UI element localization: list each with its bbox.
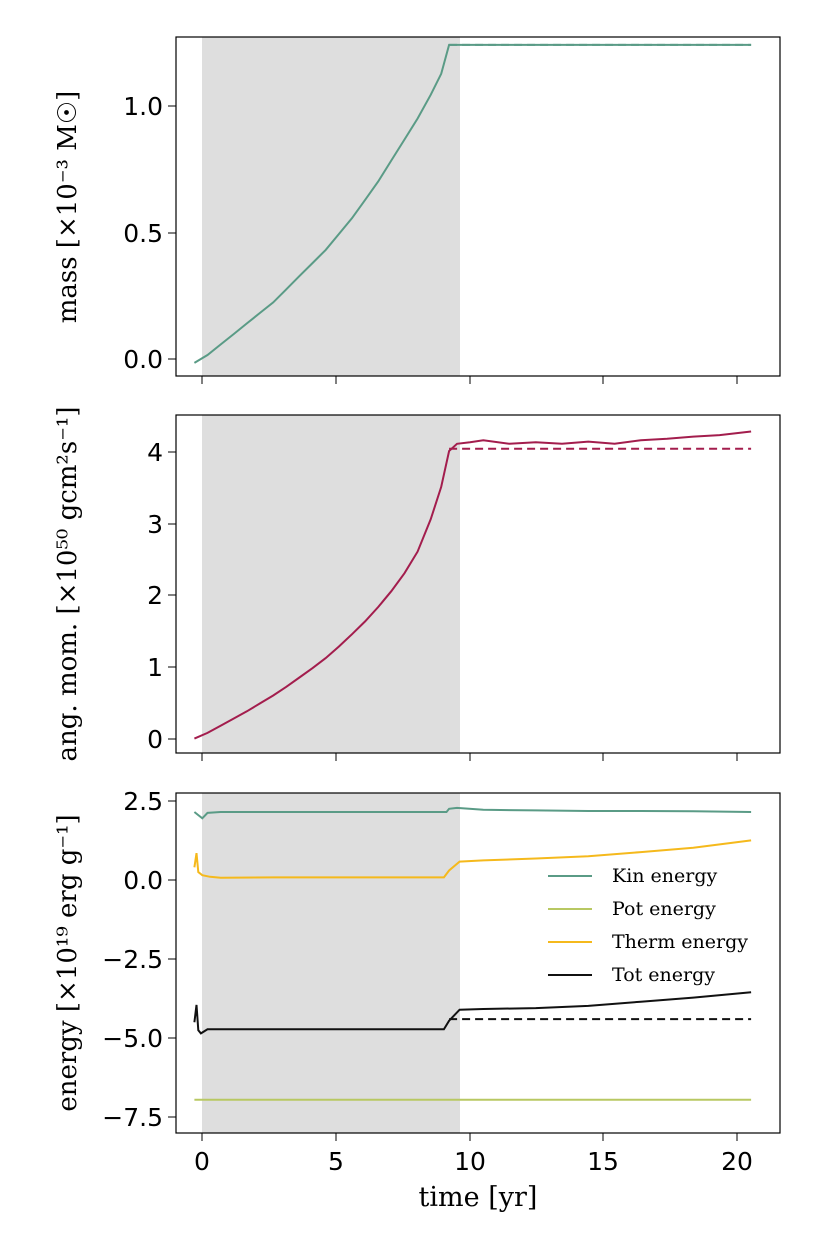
panel-mass: 0.0 0.5 1.0 mass [×10⁻³ M☉] xyxy=(53,36,781,384)
xtick-label: 0 xyxy=(194,1147,210,1176)
legend: Kin energy Pot energy Therm energy Tot e… xyxy=(548,865,748,986)
ytick-label: 0.0 xyxy=(123,866,163,895)
ytick-label: −5.0 xyxy=(102,1024,163,1053)
series-lines-angmom xyxy=(194,430,752,740)
ticks-angmom: 0 1 2 3 4 xyxy=(147,438,738,761)
xtick-label: 5 xyxy=(328,1147,344,1176)
ytick-label: 0 xyxy=(147,725,163,754)
xtick-label: 15 xyxy=(587,1147,619,1176)
ytick-label: 0.5 xyxy=(123,219,163,248)
ytick-label: 2.5 xyxy=(123,787,163,816)
ytick-label: −7.5 xyxy=(102,1103,163,1132)
ylabel-angmom: ang. mom. [×10⁵⁰ gcm²s⁻¹] xyxy=(53,407,83,762)
ytick-label: 1 xyxy=(147,653,163,682)
series-line-mass xyxy=(193,43,752,364)
legend-label-kin: Kin energy xyxy=(612,865,718,887)
plot-frame-energy xyxy=(175,792,781,1134)
ylabel-mass: mass [×10⁻³ M☉] xyxy=(53,91,83,324)
legend-label-therm: Therm energy xyxy=(612,931,748,953)
panel-energy: 2.5 0.0 −2.5 −5.0 −7.5 0 5 10 15 20 ener… xyxy=(53,787,781,1176)
series-line-tot-energy xyxy=(193,991,752,1035)
ticks-mass: 0.0 0.5 1.0 xyxy=(123,92,738,384)
shaded-region-energy xyxy=(202,793,460,1133)
xlabel: time [yr] xyxy=(419,1182,538,1213)
ytick-label: 3 xyxy=(147,510,163,539)
shaded-region-angmom xyxy=(202,415,460,753)
ytick-label: 4 xyxy=(147,438,163,467)
xtick-label: 10 xyxy=(454,1147,486,1176)
panel-angmom: 0 1 2 3 4 ang. mom. [×10⁵⁰ gcm²s⁻¹] xyxy=(53,407,781,762)
ylabel-energy: energy [×10¹⁹ erg g⁻¹] xyxy=(53,814,83,1111)
series-line-therm-energy xyxy=(193,839,752,879)
ytick-label: 0.0 xyxy=(123,345,163,374)
ytick-label: 2 xyxy=(147,581,163,610)
shaded-region-mass xyxy=(202,37,460,376)
xtick-label: 20 xyxy=(721,1147,753,1176)
series-lines-energy xyxy=(193,806,752,1101)
ytick-label: 1.0 xyxy=(123,92,163,121)
legend-label-tot: Tot energy xyxy=(612,964,715,986)
series-lines-mass xyxy=(193,43,752,364)
ticks-energy: 2.5 0.0 −2.5 −5.0 −7.5 0 5 10 15 20 xyxy=(102,787,753,1176)
legend-label-pot: Pot energy xyxy=(612,898,716,920)
series-line-ang-mom xyxy=(194,430,752,740)
ytick-label: −2.5 xyxy=(102,945,163,974)
plot-frame-angmom xyxy=(175,414,781,754)
series-line-kin-energy xyxy=(193,806,752,820)
plot-frame-mass xyxy=(175,36,781,377)
